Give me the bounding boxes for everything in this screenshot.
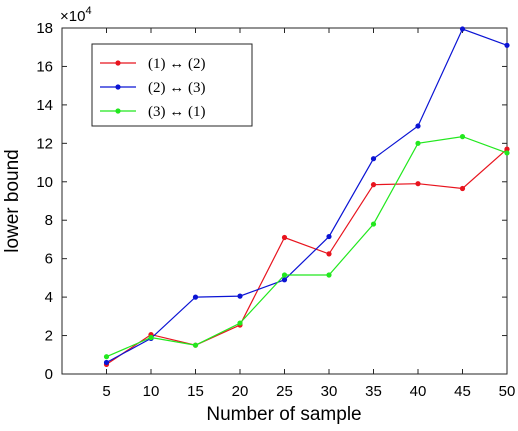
x-tick-label: 25 xyxy=(276,383,293,400)
y-exponent-label: ×104 xyxy=(60,5,92,25)
y-exponent-power: 4 xyxy=(85,5,91,17)
y-tick-label: 12 xyxy=(36,135,53,152)
data-point xyxy=(103,359,110,366)
data-point xyxy=(281,272,288,278)
y-tick-label: 10 xyxy=(36,174,53,191)
y-tick-label: 14 xyxy=(36,97,53,114)
data-point xyxy=(326,272,332,278)
y-axis-ticks: 0 2 4 6 8 10 12 14 16 18 xyxy=(36,20,507,383)
data-point xyxy=(103,354,110,360)
data-point xyxy=(281,234,288,241)
y-tick-label: 8 xyxy=(45,212,53,229)
data-point xyxy=(459,134,466,140)
y-exponent-base: ×10 xyxy=(60,8,85,25)
data-point xyxy=(326,251,332,257)
series-line-1 xyxy=(106,148,508,365)
x-tick-label: 10 xyxy=(143,383,160,400)
data-point xyxy=(504,150,510,156)
data-point xyxy=(504,42,510,48)
x-tick-label: 30 xyxy=(321,383,338,400)
x-tick-label: 5 xyxy=(102,383,110,400)
x-axis-label: Number of sample xyxy=(206,404,361,425)
x-tick-label: 50 xyxy=(499,383,516,400)
x-tick-label: 15 xyxy=(187,383,204,400)
data-point xyxy=(370,221,377,227)
series-line-3 xyxy=(106,135,508,358)
data-point xyxy=(459,26,466,32)
legend-marker-1 xyxy=(115,60,121,66)
y-tick-label: 18 xyxy=(36,20,53,37)
y-tick-label: 2 xyxy=(45,328,53,345)
data-point xyxy=(237,320,243,326)
y-axis-label: lower bound xyxy=(2,149,23,253)
y-tick-label: 0 xyxy=(45,366,53,383)
data-point xyxy=(370,182,377,188)
x-tick-label: 45 xyxy=(454,383,471,400)
data-point xyxy=(237,293,243,299)
y-tick-label: 6 xyxy=(45,251,53,268)
legend-label-1: (1) ↔ (2) xyxy=(148,56,205,72)
y-tick-label: 16 xyxy=(36,58,53,75)
x-axis-ticks: 5 10 15 20 25 30 35 40 45 50 xyxy=(102,28,515,400)
data-point xyxy=(148,334,154,341)
series-line-2 xyxy=(106,28,508,364)
legend-label-3: (3) ↔ (1) xyxy=(148,104,205,120)
data-point xyxy=(415,181,421,187)
data-point xyxy=(192,294,199,300)
legend-label-2: (2) ↔ (3) xyxy=(148,80,205,96)
data-point xyxy=(326,233,332,240)
series-layer xyxy=(103,26,510,367)
x-tick-label: 35 xyxy=(365,383,382,400)
x-tick-label: 40 xyxy=(410,383,427,400)
data-point xyxy=(504,146,510,152)
legend-marker-3 xyxy=(115,108,121,114)
data-point xyxy=(281,277,288,283)
data-point xyxy=(415,140,421,146)
legend: (1) ↔ (2) (2) ↔ (3) (3) ↔ (1) xyxy=(91,43,253,127)
data-point xyxy=(459,185,466,192)
data-point xyxy=(415,123,421,129)
data-point xyxy=(192,342,199,348)
x-tick-label: 20 xyxy=(232,383,249,400)
legend-marker-2 xyxy=(115,84,121,90)
y-tick-label: 4 xyxy=(45,289,53,306)
data-point xyxy=(370,156,377,162)
